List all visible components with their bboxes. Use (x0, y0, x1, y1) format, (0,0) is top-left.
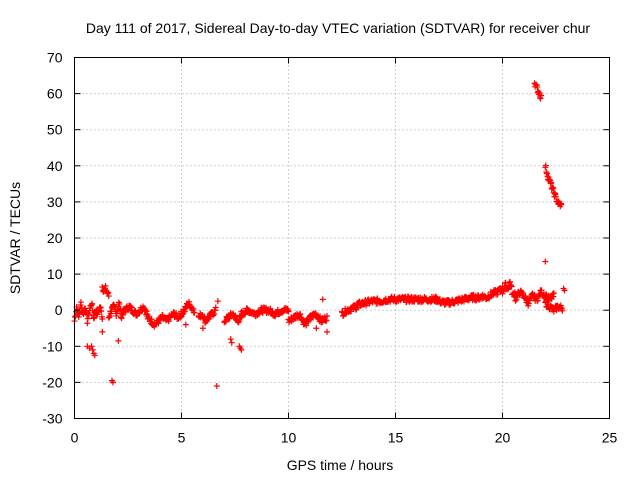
data-point (324, 328, 331, 335)
x-tick-label: 20 (495, 430, 511, 446)
data-point (115, 337, 122, 344)
x-tick-label: 0 (71, 430, 79, 446)
x-axis: 0 5 10 15 20 25 (71, 57, 618, 446)
data-point (319, 296, 326, 303)
grid-lines (74, 57, 610, 419)
data-point (98, 308, 105, 315)
y-tick-label: 20 (47, 230, 63, 246)
data-point (105, 293, 112, 300)
y-tick-label: 10 (47, 266, 63, 282)
data-points (71, 80, 568, 390)
data-point (148, 316, 155, 323)
y-tick-label: 50 (47, 122, 63, 138)
x-tick-label: 15 (388, 430, 404, 446)
data-point (313, 325, 320, 332)
data-point (559, 307, 566, 314)
data-point (502, 280, 509, 287)
data-point (538, 287, 545, 294)
data-point (542, 258, 549, 265)
data-point (213, 383, 220, 390)
y-tick-label: -10 (42, 338, 62, 354)
data-point (228, 339, 235, 346)
data-point (558, 201, 565, 208)
data-point (77, 299, 84, 306)
data-point (165, 318, 172, 325)
data-point (89, 300, 96, 307)
data-point (303, 322, 310, 329)
data-point (199, 325, 206, 332)
y-tick-label: -20 (42, 374, 62, 390)
data-point (227, 336, 234, 343)
data-point (182, 321, 189, 328)
y-tick-label: 30 (47, 194, 63, 210)
data-point (88, 343, 95, 350)
data-point (548, 179, 555, 186)
data-point (177, 314, 184, 321)
y-tick-label: 0 (55, 302, 63, 318)
x-tick-label: 10 (281, 430, 297, 446)
data-point (550, 290, 557, 297)
data-point (212, 304, 219, 311)
data-point (542, 162, 549, 169)
data-point (432, 293, 439, 300)
chart-title: Day 111 of 2017, Sidereal Day-to-day VTE… (86, 20, 591, 36)
y-tick-label: -30 (42, 411, 62, 427)
y-tick-label: 70 (47, 50, 63, 66)
data-point (91, 352, 98, 359)
data-point (538, 92, 545, 99)
x-tick-label: 25 (602, 430, 618, 446)
data-point (508, 283, 515, 290)
data-point (237, 345, 244, 352)
x-tick-label: 5 (178, 430, 186, 446)
y-tick-label: 60 (47, 86, 63, 102)
data-point (99, 328, 106, 335)
data-point (89, 346, 96, 353)
data-point (374, 295, 381, 302)
data-point (285, 308, 292, 315)
data-point (534, 84, 541, 91)
data-point (116, 301, 123, 308)
data-point (324, 312, 331, 319)
x-axis-label: GPS time / hours (287, 457, 394, 473)
data-point (76, 308, 83, 315)
data-point (155, 320, 162, 327)
y-axis-label: SDTVAR / TECUs (7, 182, 23, 294)
data-point (214, 298, 221, 305)
data-point (84, 315, 91, 322)
y-axis: -30 -20 -10 0 10 20 30 40 50 60 70 (42, 50, 610, 427)
data-point (99, 316, 106, 323)
data-point (191, 309, 198, 316)
data-point (110, 379, 117, 386)
data-point (91, 314, 98, 321)
y-tick-label: 40 (47, 158, 63, 174)
data-point (119, 312, 126, 319)
data-point (560, 285, 567, 292)
